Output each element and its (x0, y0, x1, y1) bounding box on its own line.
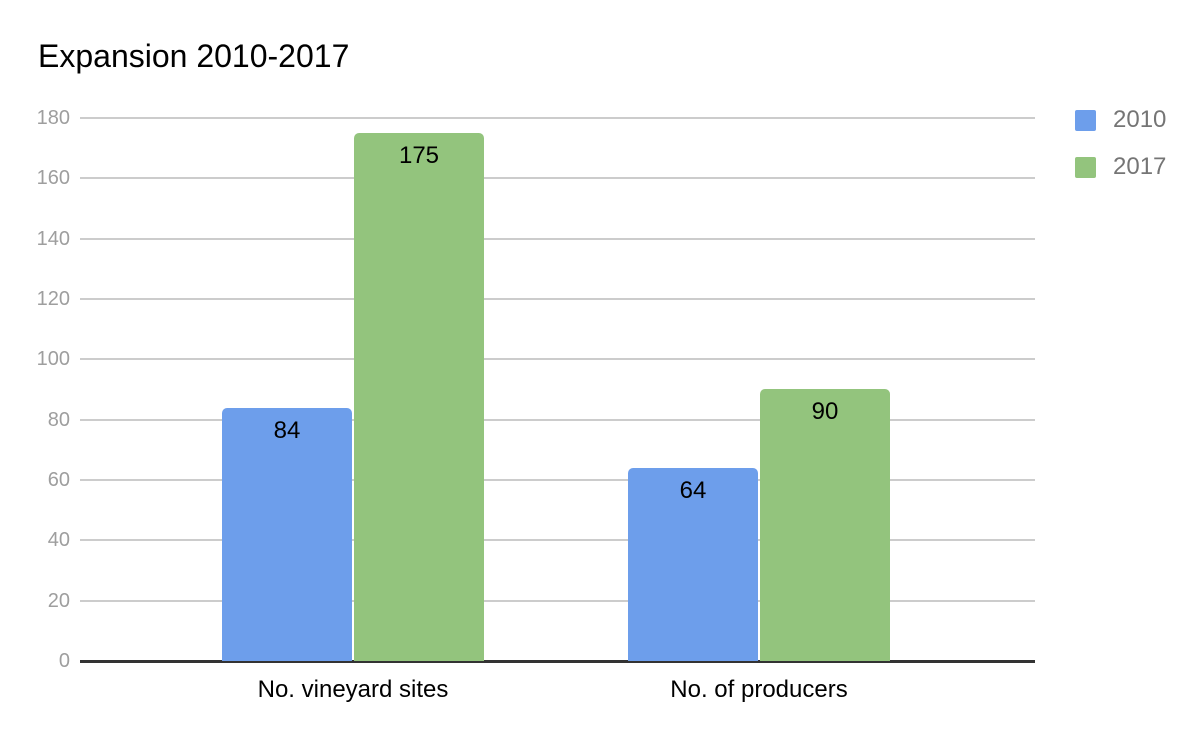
bar-value-label: 175 (398, 142, 440, 169)
legend-swatch-2010 (1075, 109, 1096, 131)
bar-2010-vineyard-sites (222, 408, 352, 661)
y-tick-label: 100 (36, 348, 70, 371)
y-tick-label: 20 (47, 589, 70, 612)
x-axis-baseline (80, 660, 1035, 663)
legend-item-2017: 2017 (1075, 155, 1166, 179)
gridline (80, 539, 1035, 542)
gridline (80, 358, 1035, 361)
x-category-label: No. of producers (670, 676, 848, 703)
legend: 2010 2017 (1075, 108, 1166, 202)
bar-value-label: 64 (679, 477, 707, 504)
y-tick-label: 60 (47, 469, 70, 491)
y-tick-label: 160 (36, 167, 70, 190)
y-tick-label: 40 (47, 529, 70, 552)
bar-value-label: 90 (811, 398, 839, 425)
y-tick-label: 0 (58, 650, 70, 672)
chart-title: Expansion 2010-2017 (38, 38, 350, 74)
bar-2017-producers (760, 389, 890, 661)
bar-2017-vineyard-sites (354, 133, 484, 661)
x-category-label: No. vineyard sites (257, 676, 449, 703)
y-tick-label: 140 (36, 227, 70, 250)
gridline (80, 599, 1035, 602)
gridline (80, 177, 1035, 180)
legend-swatch-2017 (1075, 156, 1096, 178)
gridline (80, 418, 1035, 421)
bar-value-label: 84 (273, 417, 301, 444)
y-tick-label: 180 (36, 107, 70, 129)
y-tick-label: 120 (36, 288, 70, 310)
gridline (80, 479, 1035, 481)
gridline (80, 237, 1035, 240)
legend-label-2017: 2017 (1113, 153, 1167, 180)
gridline (80, 117, 1035, 119)
legend-label-2010: 2010 (1113, 106, 1167, 133)
y-tick-label: 80 (47, 408, 70, 431)
legend-item-2010: 2010 (1075, 108, 1166, 132)
bar-2010-producers (628, 468, 758, 661)
gridline (80, 298, 1035, 300)
